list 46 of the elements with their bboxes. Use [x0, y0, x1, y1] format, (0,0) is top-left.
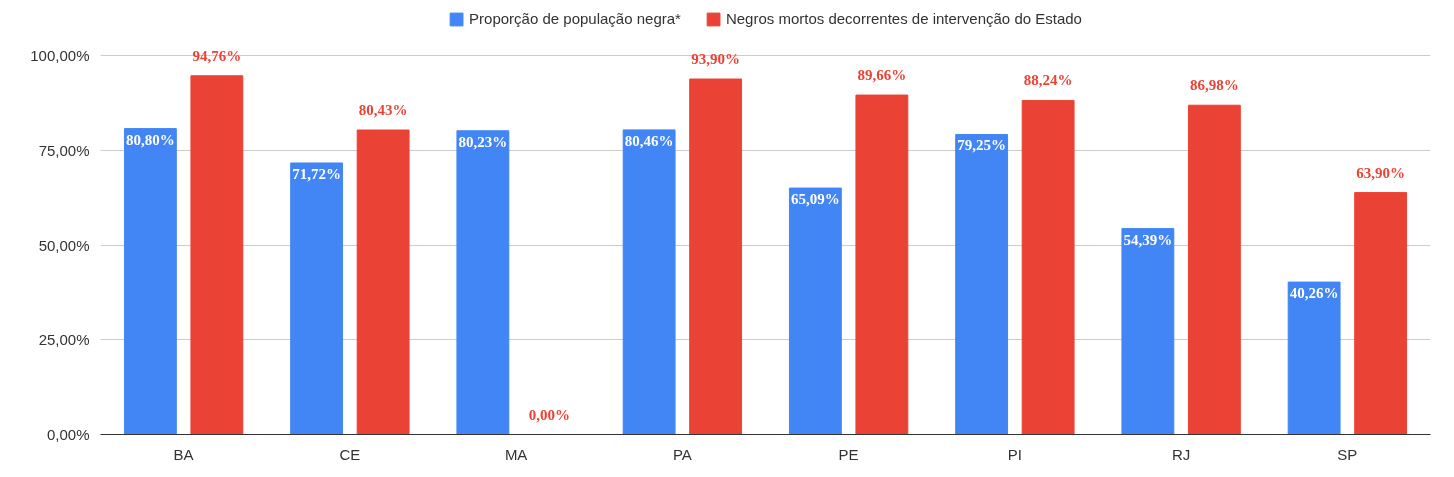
- data-label: 79,25%: [957, 137, 1006, 154]
- y-tick-label: 0,00%: [46, 426, 90, 443]
- bar: [190, 75, 244, 435]
- bar: [290, 162, 344, 435]
- data-label: 89,66%: [857, 67, 907, 84]
- y-tick-label: 100,00%: [30, 47, 90, 65]
- bar: [855, 94, 909, 435]
- bar: [123, 128, 177, 435]
- data-label: 86,98%: [1190, 77, 1239, 94]
- data-label: 71,72%: [292, 165, 341, 182]
- bar: [1287, 281, 1341, 435]
- legend-label: Proporção de população negra*: [469, 10, 681, 27]
- x-tick-label: PA: [672, 445, 692, 463]
- bar: [1021, 99, 1075, 435]
- data-label: 63,90%: [1356, 164, 1405, 181]
- bar: [955, 133, 1009, 435]
- data-label: 40,26%: [1289, 285, 1339, 302]
- data-label: 80,80%: [126, 131, 175, 148]
- x-tick-label: PI: [1007, 445, 1022, 463]
- x-tick-label: RJ: [1171, 445, 1191, 463]
- bar: [788, 187, 842, 435]
- x-tick-label: MA: [504, 445, 528, 463]
- y-tick-label: 25,00%: [38, 331, 90, 349]
- bar: [689, 78, 743, 435]
- bar: [622, 129, 676, 435]
- bar: [456, 130, 510, 435]
- data-label: 65,09%: [791, 191, 840, 208]
- x-tick-label: CE: [339, 445, 361, 463]
- data-label: 0,00%: [528, 406, 570, 423]
- data-label: 80,46%: [624, 132, 674, 149]
- x-tick-label: PE: [838, 445, 859, 463]
- data-label: 80,43%: [358, 102, 408, 119]
- bar: [1121, 228, 1175, 435]
- bar: [1354, 192, 1408, 435]
- legend-label: Negros mortos decorrentes de intervenção do Estado: [725, 10, 1082, 27]
- y-tick-label: 50,00%: [38, 236, 90, 254]
- x-tick-label: SP: [1337, 445, 1358, 463]
- data-label: 94,76%: [192, 47, 242, 64]
- bar: [1187, 104, 1241, 435]
- data-label: 80,23%: [458, 133, 508, 150]
- data-label: 93,90%: [691, 51, 740, 68]
- data-label: 88,24%: [1023, 72, 1073, 89]
- data-label: 54,39%: [1123, 231, 1173, 248]
- bar: [356, 129, 410, 435]
- x-tick-label: BA: [173, 445, 194, 463]
- y-tick-label: 75,00%: [38, 142, 90, 160]
